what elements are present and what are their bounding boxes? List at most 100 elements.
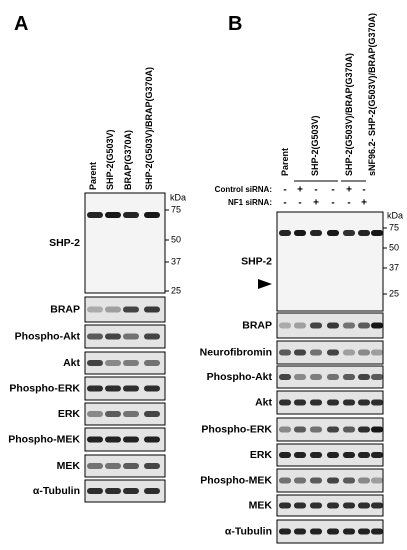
band [370, 230, 384, 236]
band [87, 488, 103, 494]
row-label: SHP-2 [49, 237, 80, 249]
condition-sign: + [361, 198, 367, 209]
band [278, 230, 292, 236]
band [123, 385, 139, 392]
band [370, 426, 384, 433]
marker-label: 75 [171, 204, 181, 214]
band [342, 230, 356, 236]
row-label: α-Tubulin [225, 525, 272, 537]
condition-sign: - [331, 198, 334, 209]
condition-sign: + [346, 185, 352, 196]
band [309, 399, 323, 406]
band [105, 360, 121, 366]
band [123, 463, 139, 469]
band [342, 426, 356, 433]
band [326, 528, 340, 535]
band [144, 488, 160, 494]
band [278, 399, 292, 406]
band [326, 349, 340, 356]
band [370, 349, 384, 356]
arrowhead [258, 279, 272, 289]
band [105, 411, 121, 417]
condition-sign: - [283, 198, 286, 209]
condition-label: NF1 siRNA: [228, 198, 272, 207]
blot-box [276, 211, 384, 312]
band [87, 212, 103, 218]
band [326, 322, 340, 329]
band [357, 426, 371, 433]
band [342, 502, 356, 509]
band [144, 411, 160, 417]
band [342, 322, 356, 329]
column-label: BRAP(G370A) [123, 130, 133, 190]
band [326, 452, 340, 458]
band [144, 436, 160, 443]
band [293, 452, 307, 458]
band [370, 477, 384, 484]
kda-unit: kDa [170, 192, 186, 202]
band [326, 477, 340, 484]
marker-label: 25 [171, 285, 181, 295]
row-label: Phospho-Akt [15, 330, 81, 342]
column-label: SHP-2(G503V) [105, 129, 115, 190]
band [123, 306, 139, 313]
row-label: Phospho-MEK [200, 474, 272, 486]
band [357, 349, 371, 356]
condition-sign: - [347, 198, 350, 209]
band [357, 374, 371, 380]
band [342, 452, 356, 458]
marker-label: 50 [171, 234, 181, 244]
band [105, 306, 121, 313]
condition-sign: - [331, 185, 334, 196]
row-label: α-Tubulin [33, 485, 80, 497]
band [357, 452, 371, 458]
band [370, 502, 384, 509]
band [326, 230, 340, 236]
panel-label: A [14, 13, 28, 35]
marker-label: 25 [389, 288, 399, 298]
band [342, 477, 356, 484]
band [105, 212, 121, 218]
row-label: Neurofibromin [200, 346, 272, 358]
band [105, 385, 121, 392]
panel-label: B [228, 13, 242, 35]
band [87, 360, 103, 366]
band [309, 502, 323, 509]
column-label: Parent [280, 148, 290, 176]
band [144, 385, 160, 392]
row-label: Akt [255, 396, 272, 408]
band [278, 477, 292, 484]
band [293, 502, 307, 509]
band [357, 502, 371, 509]
band [309, 477, 323, 484]
band [87, 463, 103, 469]
condition-sign: - [298, 198, 301, 209]
band [144, 463, 160, 469]
band [278, 426, 292, 433]
row-label: SHP-2 [241, 255, 272, 267]
row-label: ERK [250, 449, 273, 461]
band [293, 349, 307, 356]
band [370, 528, 384, 535]
band [370, 374, 384, 380]
band [309, 349, 323, 356]
band [370, 399, 384, 406]
band [123, 488, 139, 494]
band [105, 488, 121, 494]
condition-sign: + [313, 198, 319, 209]
row-label: Akt [63, 357, 80, 369]
column-label: sNF96.2- SHP-2(G503V)/BRAP(G370A) [367, 13, 377, 176]
band [326, 502, 340, 509]
band [357, 477, 371, 484]
band [342, 349, 356, 356]
marker-label: 37 [389, 262, 399, 272]
band [278, 349, 292, 356]
band [326, 399, 340, 406]
band [357, 399, 371, 406]
band [309, 230, 323, 236]
band [326, 374, 340, 380]
marker-label: 75 [389, 222, 399, 232]
condition-sign: - [362, 185, 365, 196]
condition-sign: - [283, 185, 286, 196]
